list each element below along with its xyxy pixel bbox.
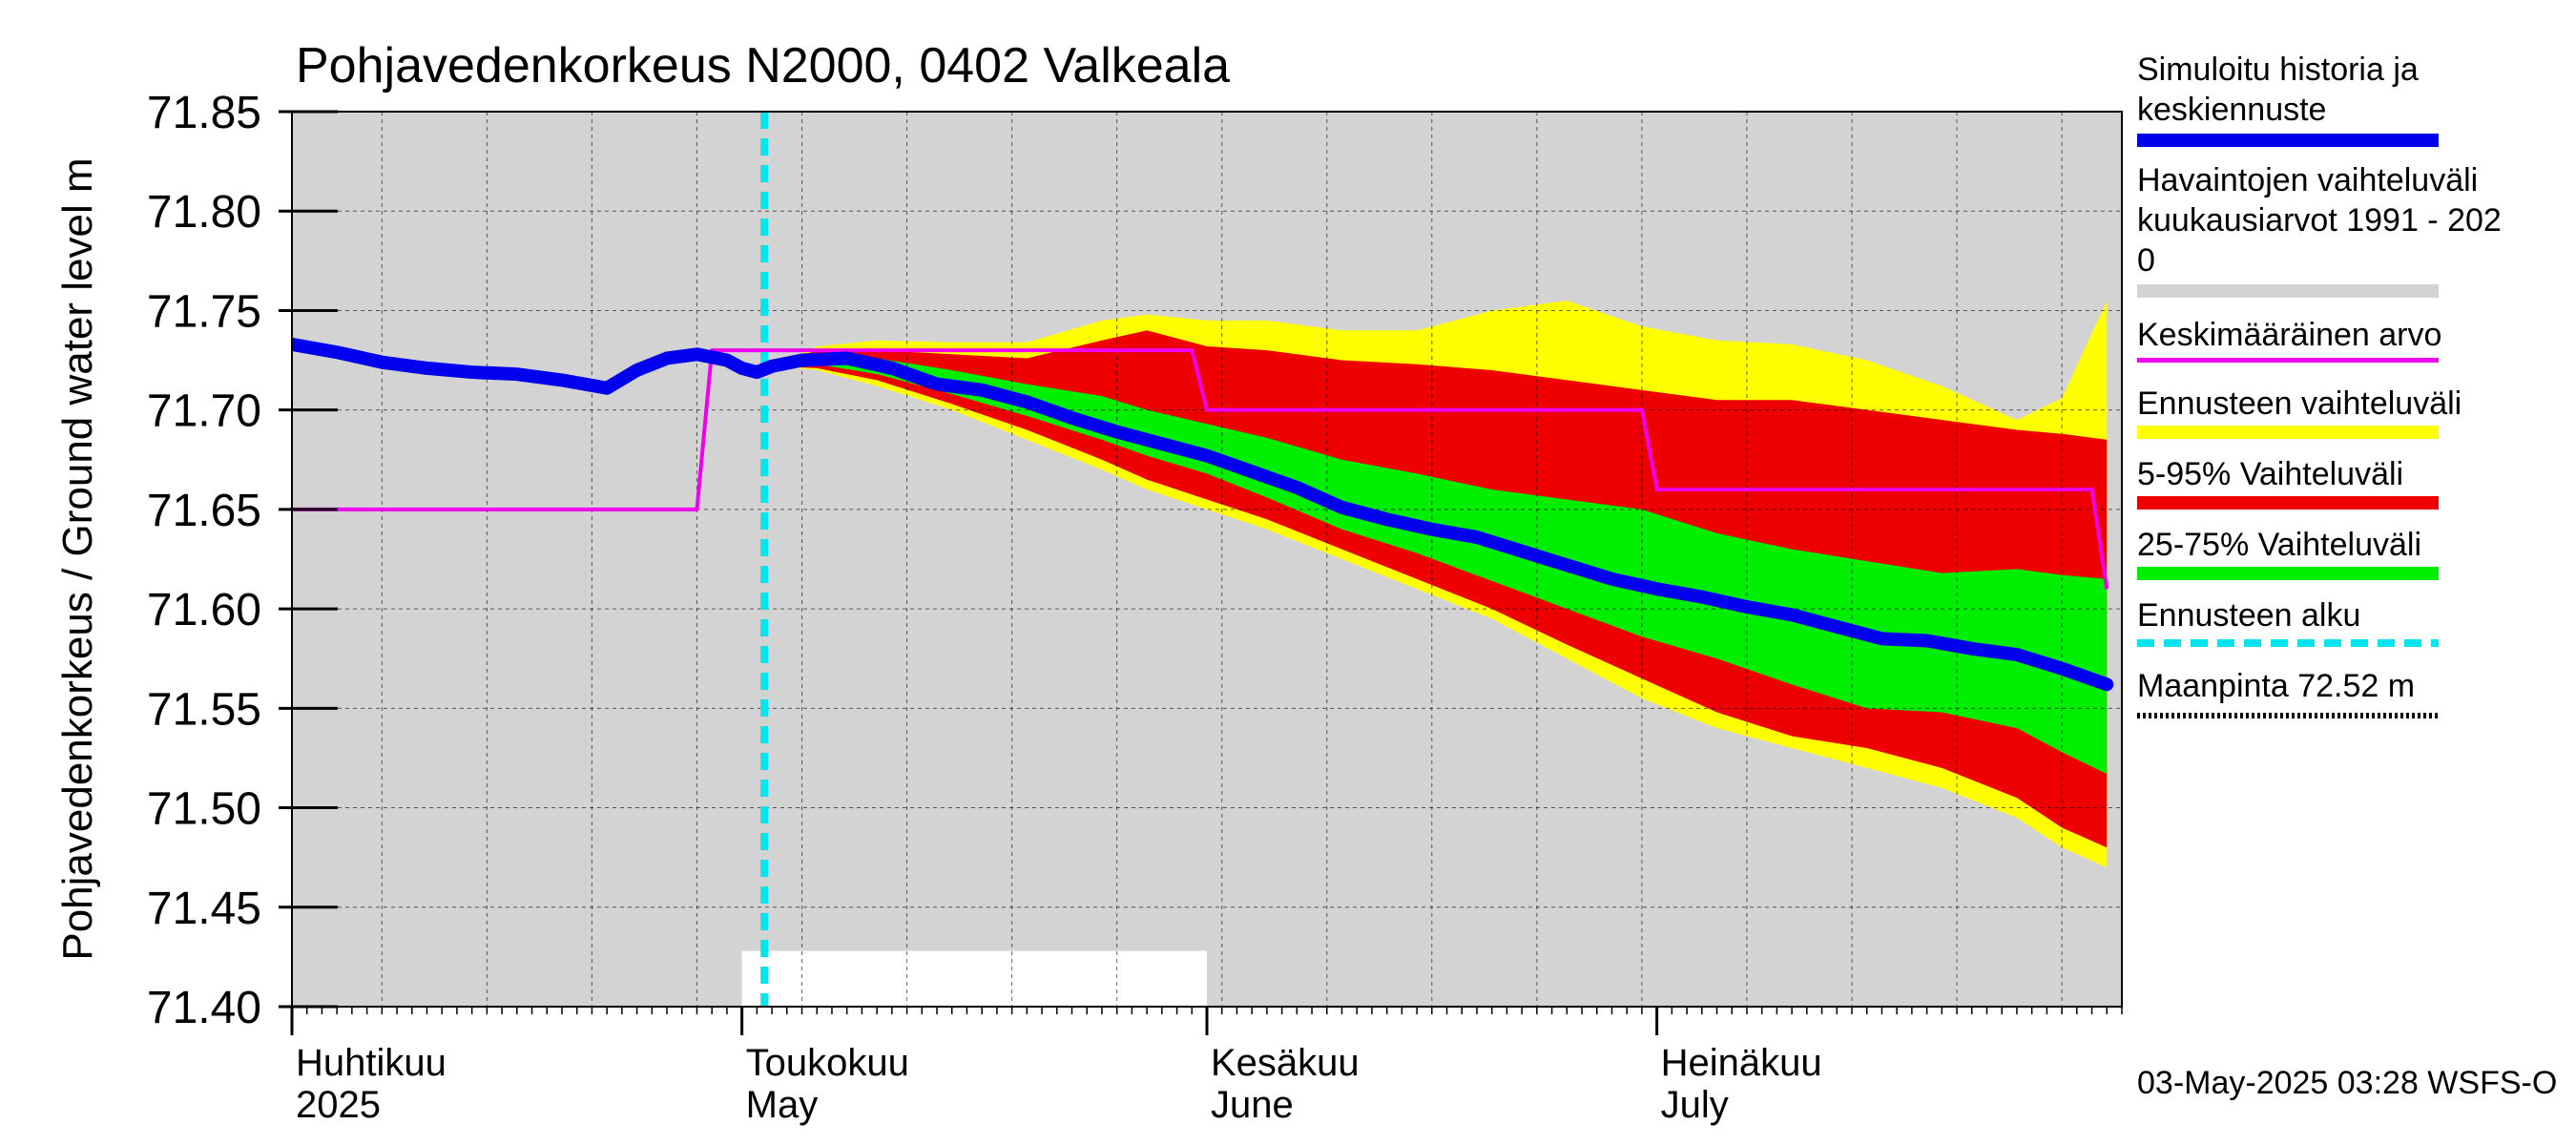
y-tick-label-6: 71.55 xyxy=(147,684,261,735)
x-month-label-fi-1: Toukokuu xyxy=(746,1042,909,1084)
y-tick-label-8: 71.45 xyxy=(147,884,261,934)
y-axis-label: Pohjavedenkorkeus / Ground water level m xyxy=(54,157,101,960)
forecast-bands-layer xyxy=(772,301,2108,868)
observed-range-month-1 xyxy=(741,950,1207,1007)
band-25-75-vaihteluv-li xyxy=(772,356,2108,775)
observed-range-layer xyxy=(741,950,1207,1007)
x-month-label-fi-3: Heinäkuu xyxy=(1661,1042,1822,1084)
legend-label-25-75: 25-75% Vaihteluväli xyxy=(2137,527,2421,563)
band-5-95-vaihteluv-li xyxy=(772,330,2108,848)
y-tick-label-1: 71.80 xyxy=(147,187,261,238)
y-tick-label-0: 71.85 xyxy=(147,88,261,138)
legend-label-ground-level: Maanpinta 72.52 m xyxy=(2137,668,2415,704)
y-tick-label-5: 71.60 xyxy=(147,585,261,635)
x-month-label-fi-2: Kesäkuu xyxy=(1211,1042,1360,1084)
y-axis: 71.85 71.80 71.75 71.70 71.65 71.60 71.55 71.50… xyxy=(147,88,338,1033)
x-month-label-en-1: May xyxy=(746,1084,819,1126)
legend-swatch-25-75 xyxy=(2137,567,2439,580)
y-tick-label-2: 71.75 xyxy=(147,286,261,337)
legend-swatch-mean xyxy=(2137,358,2439,363)
legend-label-5-95: 5-95% Vaihteluväli xyxy=(2137,456,2403,492)
y-tick-label-9: 71.40 xyxy=(147,983,261,1033)
x-month-label-fi-0: Huhtikuu xyxy=(296,1042,447,1084)
legend-swatch-forecast-range xyxy=(2137,426,2439,439)
legend-label-simulated-2: keskiennuste xyxy=(2137,92,2326,128)
chart-title: Pohjavedenkorkeus N2000, 0402 Valkeala xyxy=(296,38,1230,94)
legend-label-forecast-start: Ennusteen alku xyxy=(2137,597,2360,634)
legend-label-simulated-1: Simuloitu historia ja xyxy=(2137,52,2419,88)
legend-label-observed-1: Havaintojen vaihteluväli xyxy=(2137,162,2478,198)
y-tick-label-7: 71.50 xyxy=(147,784,261,835)
legend-label-forecast-range: Ennusteen vaihteluväli xyxy=(2137,385,2462,422)
legend-swatch-simulated xyxy=(2137,134,2439,147)
y-tick-label-4: 71.65 xyxy=(147,486,261,536)
x-month-label-en-0: 2025 xyxy=(296,1084,381,1126)
legend-label-observed-2: kuukausiarvot 1991 - 202 xyxy=(2137,202,2502,239)
series-simulated-line xyxy=(292,337,2114,692)
series-mean-line xyxy=(292,348,2109,590)
legend-label-observed-3: 0 xyxy=(2137,242,2155,279)
legend-label-mean: Keskimääräinen arvo xyxy=(2137,317,2441,353)
y-tick-label-3: 71.70 xyxy=(147,386,261,437)
footer-timestamp: 03-May-2025 03:28 WSFS-O xyxy=(2137,1065,2557,1101)
x-month-label-en-2: June xyxy=(1211,1084,1294,1126)
x-month-label-en-3: July xyxy=(1661,1084,1729,1126)
series-layer xyxy=(292,112,2114,1007)
legend: Simuloitu historia ja keskiennuste Havai… xyxy=(2137,52,2502,718)
legend-swatch-5-95 xyxy=(2137,496,2439,510)
legend-swatch-observed xyxy=(2137,284,2439,298)
